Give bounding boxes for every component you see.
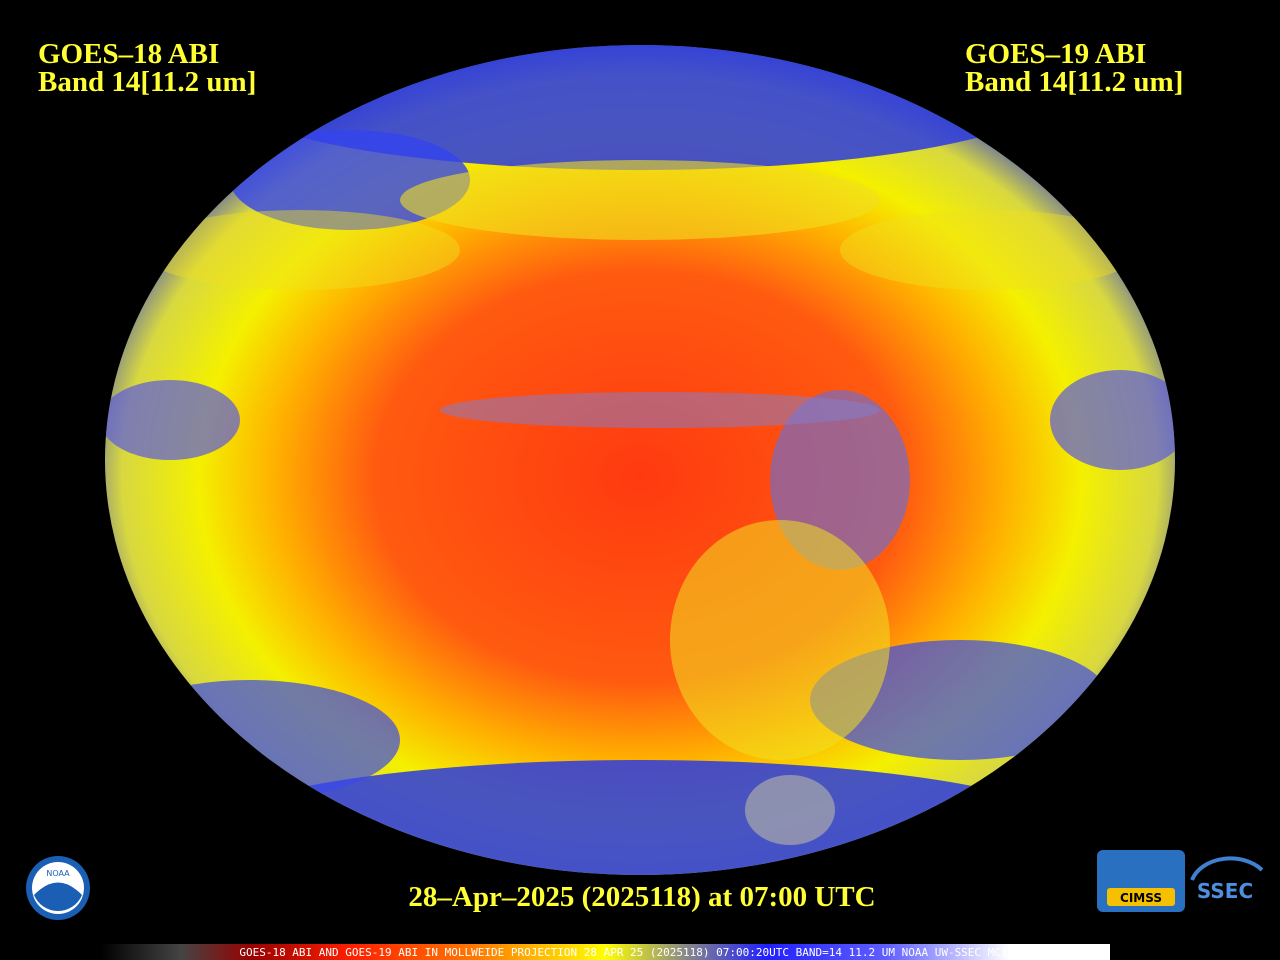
footer-text: GOES-18 ABI AND GOES-19 ABI IN MOLLWEIDE… [239,946,1041,959]
right-satellite: GOES–19 ABI [965,38,1146,70]
right-band: Band 14[11.2 um] [965,66,1183,98]
ssec-label: SSEC [1197,879,1253,903]
color-bar [100,944,1110,960]
left-satellite: GOES–18 ABI [38,38,219,70]
ssec-logo: SSEC [1190,856,1264,903]
left-band: Band 14[11.2 um] [38,66,256,98]
cimss-label: CIMSS [1120,891,1162,905]
timestamp: 28–Apr–2025 (2025118) at 07:00 UTC [408,881,875,913]
cimss-logo: CIMSS [1097,850,1185,912]
noaa-logo: NOAA [26,856,90,920]
noaa-label: NOAA [46,869,70,878]
